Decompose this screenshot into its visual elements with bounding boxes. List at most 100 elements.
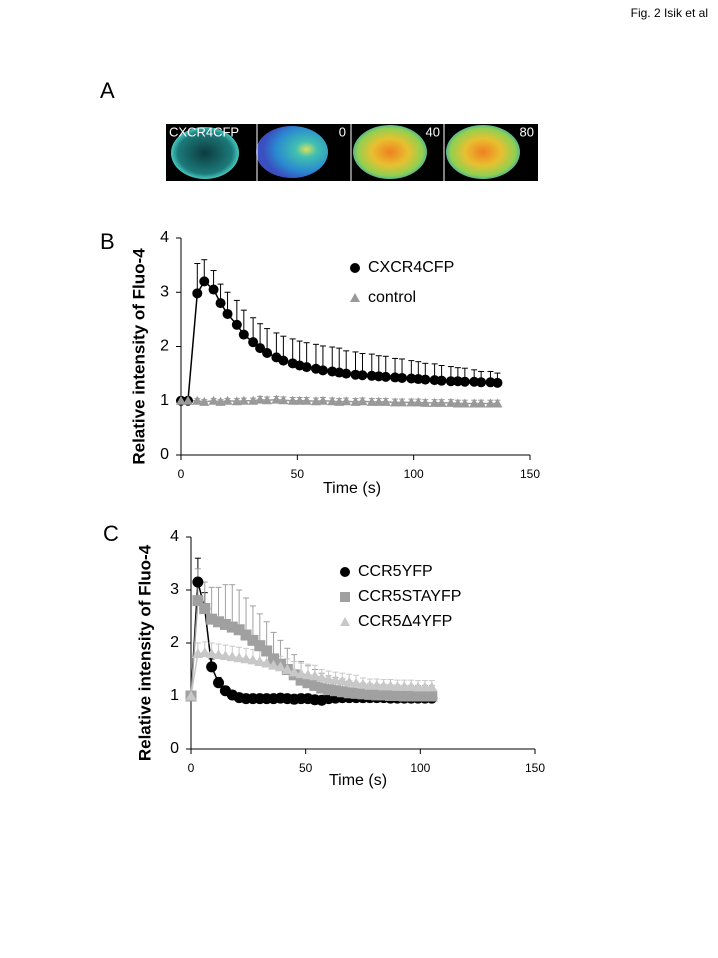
data-point	[343, 687, 355, 699]
data-point	[213, 649, 225, 660]
y-axis-label: Relative intensity of Fluo-4	[129, 248, 148, 465]
data-point	[248, 337, 259, 348]
data-point	[350, 687, 362, 699]
y-axis-label: Relative intensity of Fluo-4	[135, 544, 154, 761]
data-point	[492, 398, 503, 408]
data-point	[420, 397, 431, 407]
data-point	[406, 397, 417, 407]
data-point	[419, 690, 431, 702]
data-point	[271, 394, 282, 404]
data-point	[213, 616, 225, 628]
x-tick-label: 150	[520, 467, 540, 481]
data-point	[357, 370, 368, 381]
y-tick-label: 0	[160, 446, 169, 463]
data-point	[226, 651, 238, 662]
data-point	[254, 656, 266, 666]
data-point	[248, 395, 259, 405]
data-point	[182, 395, 193, 405]
data-point	[206, 648, 218, 658]
data-point	[233, 624, 245, 636]
data-point	[492, 377, 503, 388]
data-point	[287, 395, 298, 405]
cell-image	[353, 125, 427, 179]
data-point	[247, 634, 259, 646]
data-point	[357, 678, 369, 689]
data-point	[323, 684, 335, 696]
image-label: 40	[426, 124, 440, 139]
x-tick-label: 100	[404, 467, 424, 481]
data-point	[231, 396, 242, 406]
data-point	[294, 395, 305, 405]
data-point	[240, 629, 252, 641]
data-point	[398, 680, 410, 691]
data-point	[385, 689, 397, 701]
data-point	[373, 396, 384, 406]
data-point	[385, 680, 397, 691]
data-point	[476, 377, 487, 388]
cell-image	[256, 126, 328, 178]
data-point	[233, 652, 245, 663]
y-tick-label: 1	[160, 392, 169, 409]
data-point	[226, 621, 238, 633]
x-tick-label: 150	[525, 761, 545, 775]
data-point	[192, 595, 204, 607]
x-tick-label: 100	[410, 761, 430, 775]
legend-label: CCR5STAYFP	[358, 588, 461, 605]
data-point	[334, 396, 345, 406]
data-point	[231, 319, 242, 330]
data-point	[364, 688, 376, 700]
data-point	[262, 348, 273, 359]
data-point	[222, 395, 233, 405]
data-point	[380, 396, 391, 406]
data-point	[213, 677, 225, 689]
y-tick-label: 1	[170, 687, 179, 704]
x-tick-label: 50	[291, 467, 305, 481]
data-point	[317, 395, 328, 405]
y-tick-label: 4	[170, 528, 179, 545]
data-point	[238, 395, 249, 405]
y-tick-label: 2	[160, 338, 169, 355]
data-point	[378, 689, 390, 701]
data-point	[397, 372, 408, 383]
data-point	[222, 308, 233, 319]
data-point	[309, 679, 321, 691]
data-point	[199, 396, 210, 406]
data-point	[371, 689, 383, 701]
legend-marker	[340, 592, 350, 602]
legend-label: control	[368, 289, 416, 306]
data-point	[206, 613, 218, 625]
x-axis-label: Time (s)	[323, 480, 381, 497]
data-point	[255, 343, 266, 354]
data-point	[185, 690, 197, 701]
image-label: 80	[520, 124, 534, 139]
image-strip: CXCR4CFP 0 40 80	[166, 124, 538, 181]
data-point	[219, 618, 231, 630]
data-point	[476, 398, 487, 408]
data-point	[397, 397, 408, 407]
y-tick-label: 3	[170, 581, 179, 598]
data-point	[323, 673, 335, 684]
data-point	[199, 647, 211, 657]
data-point	[215, 396, 226, 406]
data-point	[261, 645, 273, 657]
data-point	[295, 668, 307, 679]
data-point	[309, 670, 321, 681]
y-tick-label: 2	[170, 634, 179, 651]
data-point	[357, 396, 368, 406]
data-point	[295, 674, 307, 686]
data-point	[262, 395, 273, 405]
data-point	[247, 654, 259, 665]
data-point	[192, 395, 203, 405]
legend-label: CCR5YFP	[358, 563, 433, 580]
data-point	[426, 681, 438, 692]
data-point	[206, 661, 218, 673]
data-point	[327, 396, 338, 406]
y-tick-label: 0	[170, 740, 179, 757]
data-point	[459, 398, 470, 408]
data-point	[274, 661, 286, 672]
data-point	[317, 365, 328, 376]
data-point	[364, 679, 376, 690]
data-point	[329, 685, 341, 697]
data-point	[208, 395, 219, 405]
legend-marker	[340, 567, 350, 577]
